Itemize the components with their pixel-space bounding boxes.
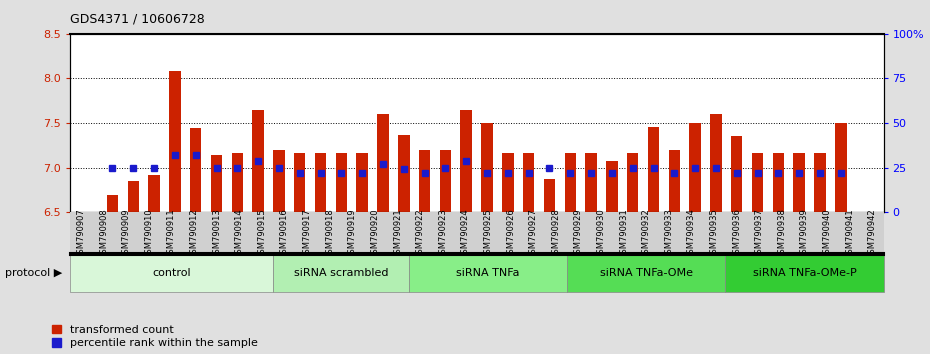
Bar bbox=[211, 155, 222, 212]
Bar bbox=[502, 153, 513, 212]
Bar bbox=[107, 194, 118, 212]
Bar bbox=[689, 123, 701, 212]
Text: protocol ▶: protocol ▶ bbox=[5, 268, 62, 279]
Bar bbox=[627, 153, 638, 212]
Bar bbox=[315, 153, 326, 212]
Bar bbox=[418, 150, 431, 212]
Text: siRNA TNFa: siRNA TNFa bbox=[457, 268, 520, 279]
Bar bbox=[169, 71, 180, 212]
Bar bbox=[149, 175, 160, 212]
Bar bbox=[669, 150, 680, 212]
Text: siRNA scrambled: siRNA scrambled bbox=[294, 268, 388, 279]
Text: siRNA TNFa-OMe: siRNA TNFa-OMe bbox=[600, 268, 693, 279]
Bar bbox=[544, 179, 555, 212]
Bar bbox=[751, 153, 764, 212]
Bar bbox=[523, 153, 535, 212]
Bar bbox=[815, 153, 826, 212]
Bar bbox=[336, 153, 347, 212]
Text: siRNA TNFa-OMe-P: siRNA TNFa-OMe-P bbox=[752, 268, 857, 279]
Bar bbox=[294, 153, 305, 212]
Bar bbox=[356, 153, 368, 212]
Bar bbox=[793, 153, 804, 212]
Bar bbox=[232, 153, 243, 212]
Bar bbox=[378, 114, 389, 212]
Bar bbox=[835, 123, 846, 212]
Text: GDS4371 / 10606728: GDS4371 / 10606728 bbox=[70, 12, 205, 25]
Bar bbox=[711, 114, 722, 212]
Bar bbox=[731, 136, 742, 212]
Text: control: control bbox=[153, 268, 191, 279]
Bar bbox=[127, 181, 139, 212]
Legend: transformed count, percentile rank within the sample: transformed count, percentile rank withi… bbox=[52, 325, 258, 348]
Bar bbox=[482, 123, 493, 212]
Bar bbox=[460, 110, 472, 212]
Bar bbox=[565, 153, 576, 212]
Bar bbox=[252, 110, 264, 212]
Bar bbox=[398, 135, 409, 212]
Bar bbox=[190, 129, 202, 212]
Bar bbox=[773, 153, 784, 212]
Bar bbox=[440, 150, 451, 212]
Bar bbox=[273, 150, 285, 212]
Bar bbox=[585, 153, 597, 212]
Bar bbox=[606, 161, 618, 212]
Bar bbox=[648, 127, 659, 212]
